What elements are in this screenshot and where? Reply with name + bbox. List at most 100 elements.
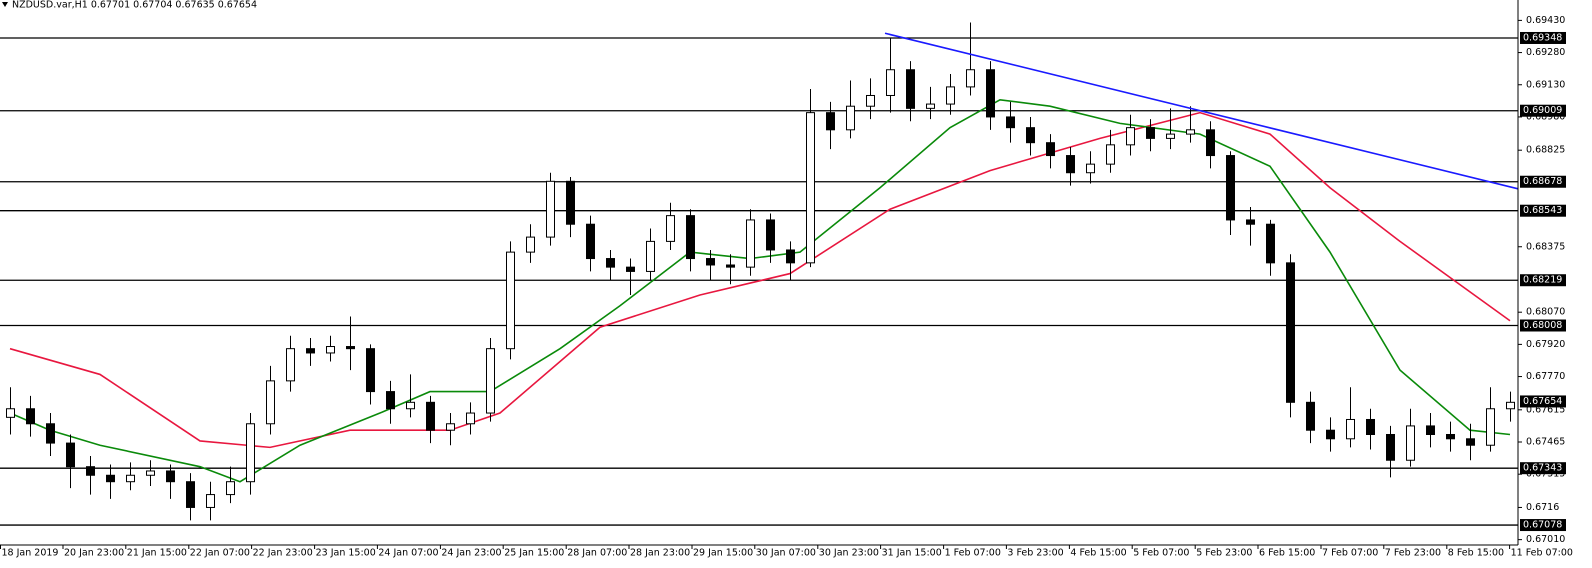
menu-arrow[interactable] (2, 2, 8, 7)
candle-body (1446, 433, 1455, 440)
candle-body (906, 69, 915, 109)
level-label-box (1520, 274, 1566, 287)
candle-body (1146, 127, 1155, 139)
x-tick-label: 23 Jan 15:00 (316, 548, 376, 559)
candle-body (1026, 127, 1035, 144)
candle-body (926, 103, 935, 109)
y-tick-label: 0.67315 (1526, 469, 1565, 480)
candle-body (946, 86, 955, 105)
chart-title: NZDUSD.var,H1 0.67701 0.67704 0.67635 0.… (12, 0, 257, 11)
last-price-label: 0.67654 (1523, 396, 1562, 407)
candle-body (426, 401, 435, 431)
candle-body (346, 346, 355, 350)
x-tick-label: 30 Jan 23:00 (819, 548, 879, 559)
x-tick-label: 29 Jan 15:00 (693, 548, 753, 559)
level-label: 0.67343 (1523, 463, 1562, 474)
x-tick-label: 11 Feb 07:00 (1511, 548, 1573, 559)
x-tick-label: 5 Feb 23:00 (1196, 548, 1252, 559)
candle-body (466, 412, 475, 425)
y-tick-label: 0.69130 (1526, 79, 1565, 90)
y-tick-label: 0.69430 (1526, 15, 1565, 26)
x-tick-label: 31 Jan 15:00 (882, 548, 942, 559)
candle-body (1106, 144, 1115, 165)
candle-body (306, 348, 315, 354)
candle-body (746, 219, 755, 268)
candle-body (826, 112, 835, 131)
candle-body (246, 423, 255, 483)
y-tick-label: 0.6716 (1526, 502, 1559, 513)
candle-body (1206, 129, 1215, 157)
moving-average (9, 111, 1511, 449)
candle-body (146, 470, 155, 476)
candle-body (986, 69, 995, 118)
candle-body (1086, 163, 1095, 174)
level-label: 0.67078 (1523, 520, 1562, 531)
candle-body (726, 264, 735, 268)
candle-body (226, 481, 235, 496)
x-tick-label: 22 Jan 07:00 (190, 548, 250, 559)
x-tick-label: 7 Feb 07:00 (1322, 548, 1378, 559)
candle-body (1006, 116, 1015, 129)
level-label: 0.68543 (1523, 205, 1562, 216)
x-tick-label: 5 Feb 07:00 (1133, 548, 1189, 559)
candle-body (506, 251, 515, 350)
candle-body (1186, 129, 1195, 135)
level-label-box (1520, 462, 1566, 475)
candle-body (966, 69, 975, 88)
level-label-box (1520, 104, 1566, 117)
x-tick-label: 1 Feb 07:00 (945, 548, 1001, 559)
candle-body (606, 258, 615, 268)
candle-body (486, 348, 495, 414)
plot-area (0, 22, 1519, 526)
candle-body (1326, 429, 1335, 440)
candle-body (66, 442, 75, 468)
y-tick-label: 0.67770 (1526, 371, 1565, 382)
level-label: 0.68008 (1523, 320, 1562, 331)
level-label-box (1520, 519, 1566, 532)
y-tick-label: 0.68980 (1526, 111, 1565, 122)
candle-body (1386, 433, 1395, 461)
candle-body (1466, 438, 1475, 446)
candle-body (1286, 262, 1295, 403)
candle-body (286, 348, 295, 382)
candle-body (186, 481, 195, 508)
y-tick-label: 0.67920 (1526, 339, 1565, 350)
candle-body (1426, 425, 1435, 435)
x-tick-label: 22 Jan 23:00 (253, 548, 313, 559)
y-tick-label: 0.67465 (1526, 437, 1565, 448)
candle-body (26, 408, 35, 425)
y-tick-label: 0.67010 (1526, 534, 1565, 545)
candle-body (1406, 425, 1415, 461)
y-tick-label: 0.67615 (1526, 404, 1565, 415)
candle-body (866, 94, 875, 107)
candle-body (266, 380, 275, 425)
x-tick-label: 24 Jan 23:00 (441, 548, 501, 559)
candle-body (386, 391, 395, 410)
level-label: 0.68219 (1523, 275, 1562, 286)
candle-body (326, 346, 335, 354)
level-label-box (1520, 31, 1566, 44)
candle-body (646, 240, 655, 272)
level-label: 0.68678 (1523, 176, 1562, 187)
candle-body (406, 401, 415, 410)
x-tick-label: 4 Feb 15:00 (1070, 548, 1126, 559)
candle-body (166, 470, 175, 483)
x-tick-label: 18 Jan 2019 (2, 548, 59, 559)
candle-body (1226, 155, 1235, 221)
y-tick-label: 0.68825 (1526, 145, 1565, 156)
candle-body (566, 180, 575, 225)
candle-body (106, 474, 115, 483)
x-tick-label: 24 Jan 07:00 (378, 548, 438, 559)
level-label-box (1520, 175, 1566, 188)
candle-body (546, 180, 555, 238)
candle-body (526, 236, 535, 253)
candle-body (1166, 133, 1175, 139)
candle-body (46, 423, 55, 444)
candle-body (1306, 401, 1315, 431)
x-tick-label: 28 Jan 07:00 (567, 548, 627, 559)
candle-body (666, 215, 675, 242)
candle-body (686, 215, 695, 260)
y-tick-label: 0.68070 (1526, 307, 1565, 318)
x-tick-label: 20 Jan 23:00 (64, 548, 124, 559)
candle-body (1366, 418, 1375, 435)
